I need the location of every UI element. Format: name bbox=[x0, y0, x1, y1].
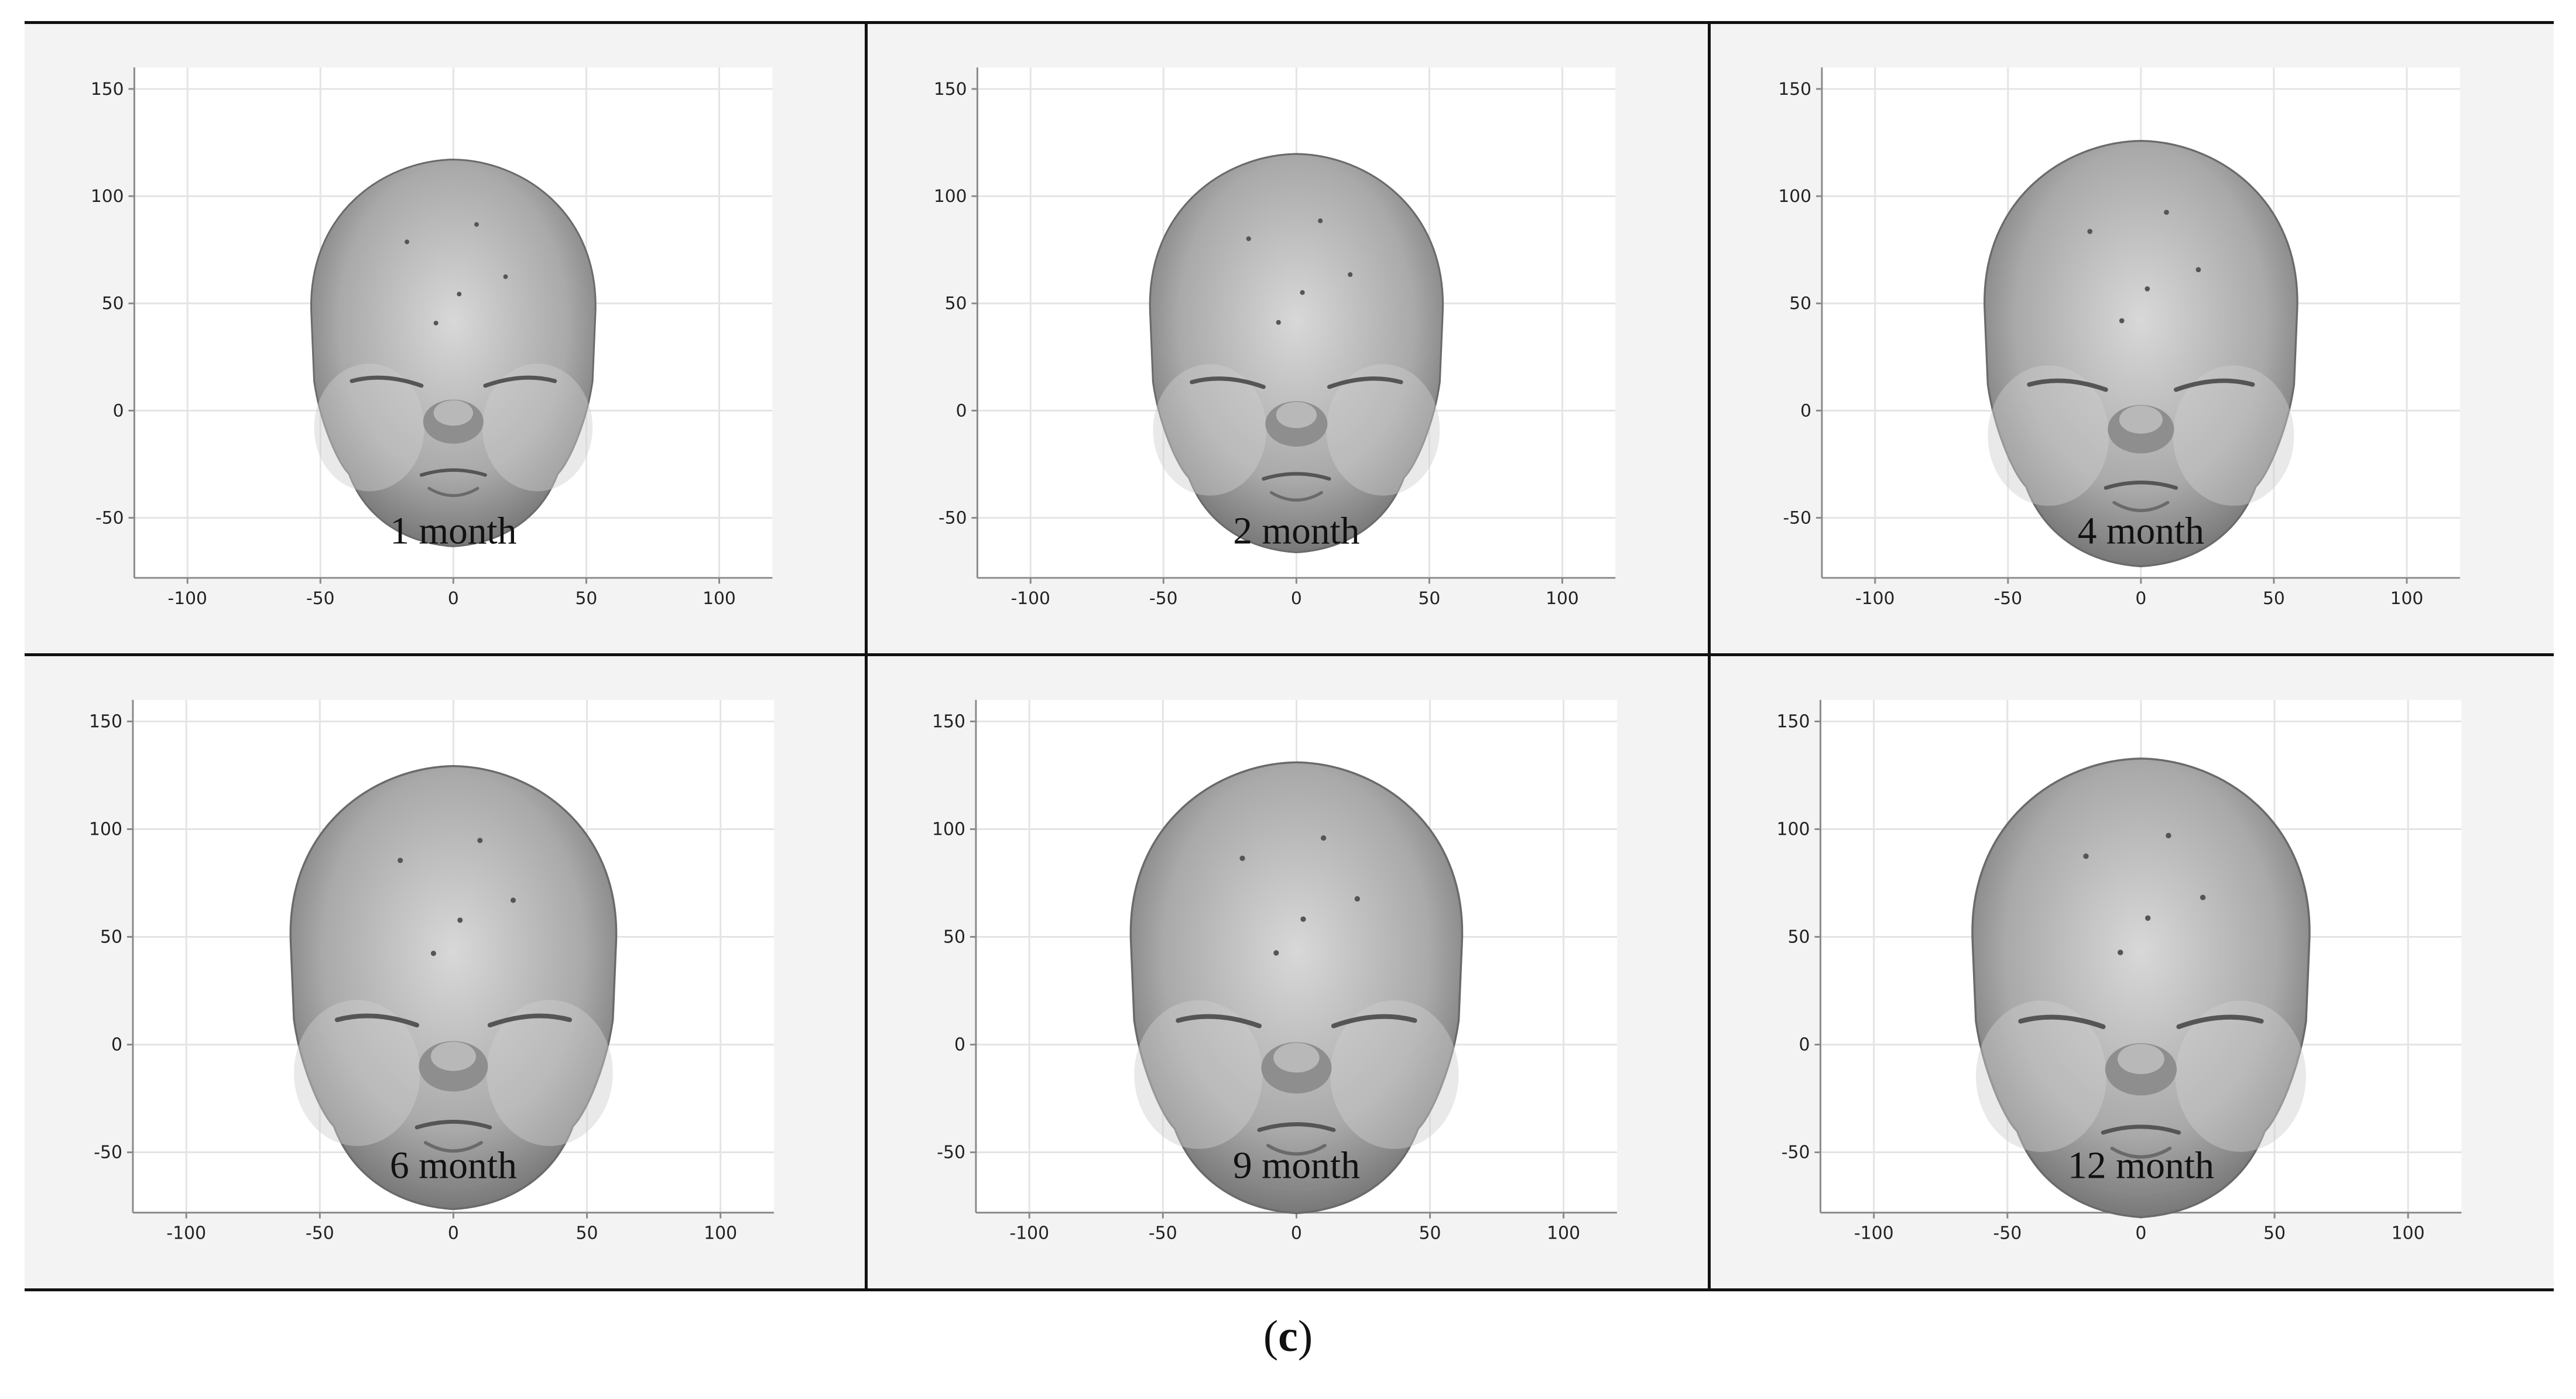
y-tick-label: 100 bbox=[1777, 819, 1810, 839]
x-tick-label: -50 bbox=[1993, 1223, 2022, 1243]
x-tick-label: 50 bbox=[1419, 588, 1441, 609]
x-tick-label: 100 bbox=[2390, 588, 2424, 609]
y-tick-label: 100 bbox=[91, 186, 124, 207]
face-scan bbox=[1149, 153, 1444, 554]
x-tick-label: 0 bbox=[2135, 1223, 2146, 1243]
y-tick-label: 150 bbox=[89, 711, 122, 732]
y-tick-label: 0 bbox=[956, 400, 967, 421]
x-tick-label: -50 bbox=[306, 588, 335, 609]
y-tick-label: -50 bbox=[937, 1143, 965, 1163]
x-tick-label: 100 bbox=[2392, 1223, 2425, 1243]
age-label: 1 month bbox=[390, 510, 516, 553]
y-tick-label: 0 bbox=[113, 400, 124, 421]
y-tick-label: 50 bbox=[943, 927, 965, 947]
y-tick-label: 0 bbox=[1800, 400, 1811, 421]
x-tick-label: 50 bbox=[1419, 1223, 1441, 1243]
x-tick-label: -100 bbox=[1009, 1223, 1049, 1243]
x-tick-label: 100 bbox=[1546, 588, 1579, 609]
x-tick-label: -100 bbox=[1855, 588, 1895, 609]
y-tick-label: 100 bbox=[932, 819, 965, 839]
age-label: 12 month bbox=[2068, 1144, 2214, 1187]
x-tick-label: -100 bbox=[166, 1223, 206, 1243]
y-tick-label: -50 bbox=[1782, 1143, 1810, 1163]
plot-svg: -100 -50 0 50 100 150 100 50 0 -50 9 month bbox=[932, 700, 1617, 1243]
plot-svg: -100 -50 0 50 100 150 100 50 0 -50 6 month bbox=[89, 700, 774, 1243]
y-tick-label: 150 bbox=[1778, 79, 1811, 100]
x-tick-label: -50 bbox=[306, 1223, 334, 1243]
x-tick-label: 100 bbox=[704, 1223, 737, 1243]
caption-open: ( bbox=[1263, 1312, 1279, 1361]
y-tick-label: -50 bbox=[95, 508, 124, 529]
x-tick-label: 0 bbox=[448, 588, 459, 609]
x-tick-label: 100 bbox=[1547, 1223, 1580, 1243]
face-scan bbox=[1129, 761, 1464, 1215]
y-tick-label: 50 bbox=[102, 293, 124, 314]
y-tick-label: 50 bbox=[1788, 927, 1810, 947]
x-tick-label: 50 bbox=[2263, 588, 2285, 609]
y-tick-label: 0 bbox=[954, 1034, 965, 1055]
x-tick-label: -50 bbox=[1149, 1223, 1177, 1243]
x-tick-label: 50 bbox=[576, 1223, 598, 1243]
panel-6-month: -100 -50 0 50 100 150 100 50 0 -50 6 month bbox=[25, 656, 868, 1288]
age-label: 2 month bbox=[1233, 510, 1359, 553]
plot-svg: -100 -50 0 50 100 150 100 50 0 -50 4 month bbox=[1778, 67, 2460, 609]
y-tick-label: 50 bbox=[100, 927, 122, 947]
caption-close: ) bbox=[1297, 1312, 1313, 1361]
x-tick-label: 0 bbox=[1291, 1223, 1302, 1243]
age-label: 9 month bbox=[1233, 1144, 1360, 1187]
plot-svg: -100 -50 0 50 100 150 100 50 0 -50 2 month bbox=[934, 67, 1616, 609]
face-scan bbox=[289, 765, 618, 1211]
face-scan-grid: -100 -50 0 50 100 150 100 50 0 -50 1 month -100 -50… bbox=[25, 21, 2554, 1291]
y-tick-label: 100 bbox=[89, 819, 122, 839]
face-scan bbox=[1971, 757, 2311, 1219]
y-tick-label: 0 bbox=[111, 1034, 122, 1055]
x-tick-label: 50 bbox=[576, 588, 598, 609]
panel-2-month: -100 -50 0 50 100 150 100 50 0 -50 2 month bbox=[868, 24, 1711, 656]
plot-svg: -100 -50 0 50 100 150 100 50 0 -50 12 month bbox=[1777, 700, 2462, 1243]
face-scan bbox=[1984, 139, 2298, 568]
y-tick-label: 150 bbox=[1777, 711, 1810, 732]
panel-4-month: -100 -50 0 50 100 150 100 50 0 -50 4 month bbox=[1711, 24, 2554, 656]
face-scan bbox=[310, 159, 597, 547]
y-tick-label: 100 bbox=[1778, 186, 1811, 207]
y-tick-label: 50 bbox=[1789, 293, 1811, 314]
age-label: 4 month bbox=[2078, 510, 2204, 553]
x-tick-label: 0 bbox=[2135, 588, 2146, 609]
x-tick-label: 0 bbox=[1291, 588, 1302, 609]
y-tick-label: 150 bbox=[934, 79, 967, 100]
y-tick-label: 150 bbox=[91, 79, 124, 100]
panel-12-month: -100 -50 0 50 100 150 100 50 0 -50 12 month bbox=[1711, 656, 2554, 1288]
y-tick-label: -50 bbox=[938, 508, 967, 529]
caption-letter: c bbox=[1278, 1312, 1298, 1361]
y-tick-label: 0 bbox=[1799, 1034, 1810, 1055]
x-tick-label: -50 bbox=[1149, 588, 1178, 609]
y-tick-label: 50 bbox=[945, 293, 967, 314]
x-tick-label: -50 bbox=[1994, 588, 2023, 609]
plot-svg: -100 -50 0 50 100 150 100 50 0 -50 1 month bbox=[91, 67, 773, 609]
x-tick-label: -100 bbox=[168, 588, 207, 609]
panel-1-month: -100 -50 0 50 100 150 100 50 0 -50 1 month bbox=[25, 24, 868, 656]
age-label: 6 month bbox=[390, 1144, 517, 1187]
y-tick-label: -50 bbox=[1783, 508, 1812, 529]
figure-caption: (c) bbox=[0, 1311, 2576, 1362]
x-tick-label: 100 bbox=[703, 588, 736, 609]
x-tick-label: -100 bbox=[1011, 588, 1050, 609]
panel-9-month: -100 -50 0 50 100 150 100 50 0 -50 9 month bbox=[868, 656, 1711, 1288]
x-tick-label: -100 bbox=[1854, 1223, 1894, 1243]
y-tick-label: -50 bbox=[94, 1143, 122, 1163]
y-tick-label: 100 bbox=[934, 186, 967, 207]
y-tick-label: 150 bbox=[932, 711, 965, 732]
x-tick-label: 50 bbox=[2263, 1223, 2286, 1243]
x-tick-label: 0 bbox=[448, 1223, 459, 1243]
